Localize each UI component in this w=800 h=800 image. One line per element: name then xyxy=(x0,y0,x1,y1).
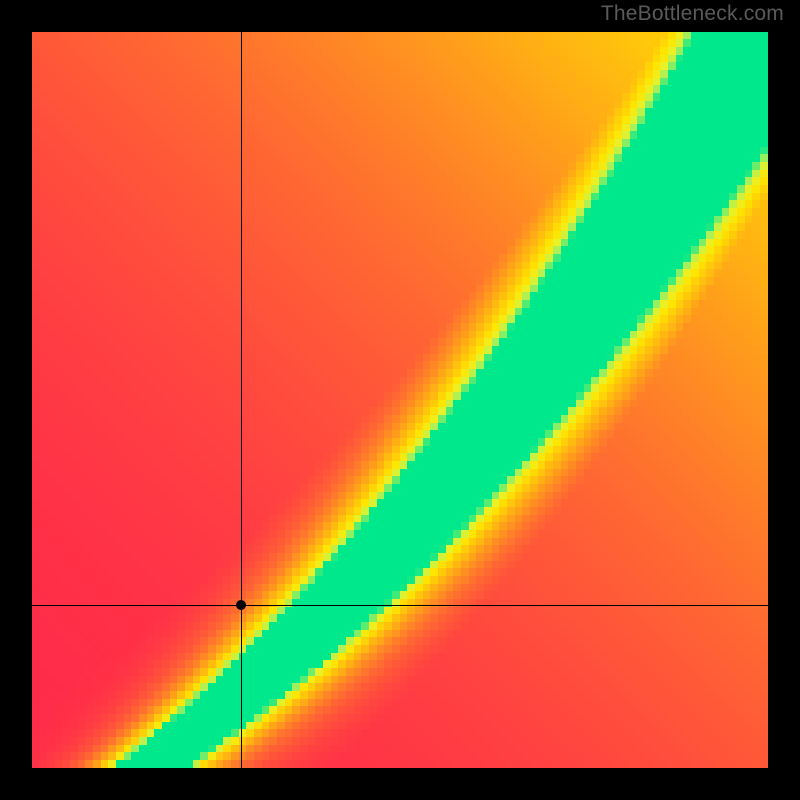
heatmap-plot xyxy=(32,32,768,768)
crosshair-horizontal xyxy=(32,605,768,606)
watermark-text: TheBottleneck.com xyxy=(601,2,784,26)
crosshair-marker xyxy=(236,600,246,610)
heatmap-canvas xyxy=(32,32,768,768)
crosshair-vertical xyxy=(241,32,242,768)
